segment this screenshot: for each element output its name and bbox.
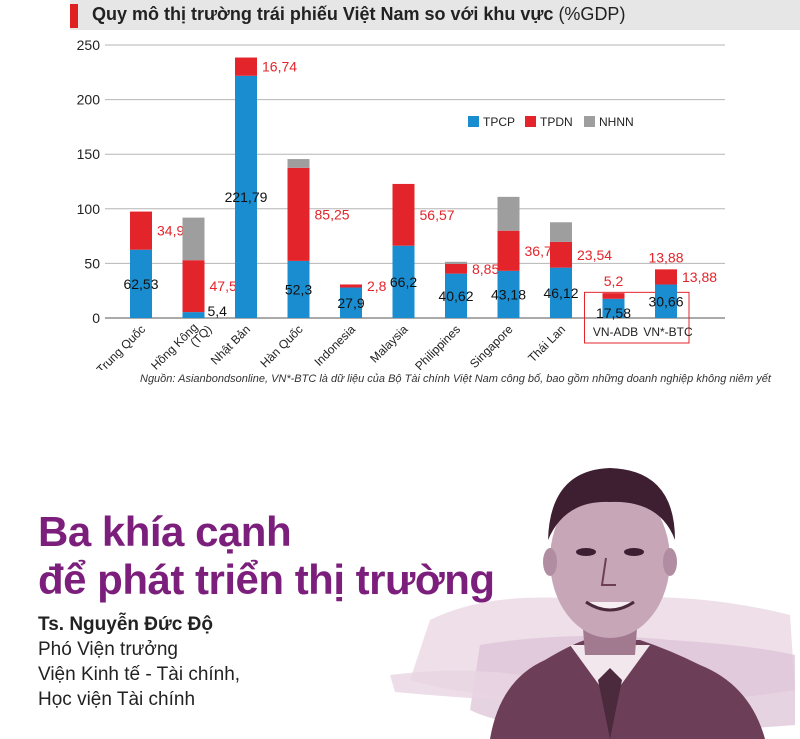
chart-header: Quy mô thị trường trái phiếu Việt Nam so… bbox=[70, 0, 800, 30]
bar-segment-tpdn bbox=[182, 260, 205, 313]
portrait-figure bbox=[490, 468, 765, 739]
y-tick-label: 0 bbox=[92, 310, 100, 326]
legend-swatch-nhnn bbox=[584, 116, 595, 127]
legend-label-tpcp: TPCP bbox=[483, 115, 515, 129]
data-label-tpdn: 8,85 bbox=[472, 261, 499, 277]
data-label-tpcp: 30,66 bbox=[648, 293, 683, 309]
bar-segment-tpdn bbox=[655, 269, 677, 285]
bar-segment-nhnn bbox=[550, 222, 572, 242]
legend-swatch-tpcp bbox=[468, 116, 479, 127]
bar-segment-tpcp bbox=[445, 273, 467, 318]
chart-title-unit: (%GDP) bbox=[558, 4, 626, 24]
data-label-tpcp: 221,79 bbox=[225, 189, 268, 205]
x-tick-label: VN-ADB bbox=[593, 325, 638, 339]
y-tick-label: 100 bbox=[77, 201, 101, 217]
data-label-tpcp: 5,4 bbox=[208, 303, 228, 319]
y-tick-label: 50 bbox=[84, 255, 100, 271]
data-label-tpcp: 27,9 bbox=[337, 295, 364, 311]
author-role: Phó Viện trưởng bbox=[38, 639, 178, 660]
legend-label-tpdn: TPDN bbox=[540, 115, 573, 129]
bar-segment-tpcp bbox=[655, 284, 677, 318]
data-label-tpdn: 13,88 bbox=[682, 269, 717, 285]
bar-segment-tpdn bbox=[602, 293, 625, 299]
data-label-tpcp: 43,18 bbox=[491, 286, 526, 302]
x-tick-label: Indonesia bbox=[311, 322, 358, 369]
chart-title: Quy mô thị trường trái phiếu Việt Nam so… bbox=[92, 4, 625, 25]
bar-segment-nhnn bbox=[287, 159, 310, 168]
bar-segment-nhnn bbox=[445, 261, 467, 264]
data-label-tpcp: 40,62 bbox=[438, 288, 473, 304]
bar-segment-tpcp bbox=[392, 245, 415, 318]
legend-swatch-tpdn bbox=[525, 116, 536, 127]
bar-segment-tpcp bbox=[602, 298, 625, 318]
y-tick-label: 150 bbox=[77, 146, 101, 162]
y-tick-label: 200 bbox=[77, 92, 101, 108]
article-title-line1: Ba khía cạnh bbox=[38, 508, 292, 555]
bar-segment-tpcp bbox=[235, 75, 257, 318]
article-title-line2: để phát triển thị trường bbox=[38, 556, 495, 603]
bar-segment-tpdn bbox=[287, 167, 310, 261]
data-label-tpdn: 56,57 bbox=[420, 207, 455, 223]
chart-title-text: Quy mô thị trường trái phiếu Việt Nam so… bbox=[92, 4, 554, 24]
data-label-tpcp: 46,12 bbox=[543, 285, 578, 301]
data-label-tpdn: 5,2 bbox=[604, 273, 624, 289]
x-tick-label: Singapore bbox=[467, 322, 516, 370]
author-org-line2: Học viện Tài chính bbox=[38, 689, 196, 710]
bar-segment-tpcp bbox=[182, 312, 205, 318]
data-label-tpdn: 23,54 bbox=[577, 247, 612, 263]
data-label-tpcp: 66,2 bbox=[390, 274, 417, 290]
bar-segment-tpcp bbox=[550, 267, 572, 318]
bar-segment-tpdn bbox=[235, 57, 257, 76]
bond-market-chart: 05010015020025062,5334,945,447,53221,791… bbox=[77, 37, 725, 370]
data-label-tpdn: 16,74 bbox=[262, 59, 297, 75]
bar-segment-nhnn bbox=[497, 196, 520, 231]
bar-segment-tpdn bbox=[340, 284, 362, 288]
author-block: Ts. Nguyễn Đức Độ Phó Viện trưởng Viện K… bbox=[38, 612, 240, 712]
data-label-tpdn: 2,8 bbox=[367, 278, 387, 294]
title-accent-bar bbox=[70, 4, 78, 28]
bar-segment-tpdn bbox=[392, 183, 415, 246]
bar-segment-nhnn bbox=[182, 217, 205, 261]
author-org-line1: Viện Kinh tế - Tài chính, bbox=[38, 664, 241, 685]
data-label-tpcp: 17,58 bbox=[596, 305, 631, 321]
x-tick-label: VN*-BTC bbox=[643, 325, 693, 339]
author-name: Ts. Nguyễn Đức Độ bbox=[38, 614, 213, 635]
data-label-tpcp: 62,53 bbox=[123, 276, 158, 292]
bar-segment-tpdn bbox=[445, 263, 467, 274]
x-tick-label: Nhật Bản bbox=[208, 322, 253, 367]
x-tick-label: Hàn Quốc bbox=[258, 322, 306, 370]
legend-label-nhnn: NHNN bbox=[599, 115, 634, 129]
data-label-tpdn: 85,25 bbox=[315, 206, 350, 222]
x-tick-label: Thái Lan bbox=[525, 322, 568, 365]
bar-segment-tpdn bbox=[550, 241, 572, 268]
data-label-tpcp: 52,3 bbox=[285, 281, 312, 297]
bar-segment-tpcp bbox=[340, 287, 362, 318]
x-tick-label: Philippines bbox=[412, 322, 463, 370]
article-title: Ba khía cạnh để phát triển thị trường bbox=[38, 508, 495, 604]
bar-segment-tpcp bbox=[130, 249, 152, 318]
bar-segment-tpcp bbox=[497, 270, 520, 318]
source-note: Nguồn: Asianbondsonline, VN*-BTC là dữ l… bbox=[140, 373, 771, 385]
x-tick-label: Trung Quốc bbox=[94, 322, 148, 370]
author-portrait bbox=[390, 468, 795, 739]
y-tick-label: 250 bbox=[77, 37, 101, 53]
bar-segment-tpdn bbox=[497, 230, 520, 271]
bar-segment-tpdn bbox=[130, 211, 152, 250]
bar-segment-tpcp bbox=[287, 260, 310, 318]
highlight-frame bbox=[584, 291, 690, 344]
data-label-tpdn: 13,88 bbox=[648, 249, 683, 265]
x-tick-label: Malaysia bbox=[367, 322, 411, 366]
